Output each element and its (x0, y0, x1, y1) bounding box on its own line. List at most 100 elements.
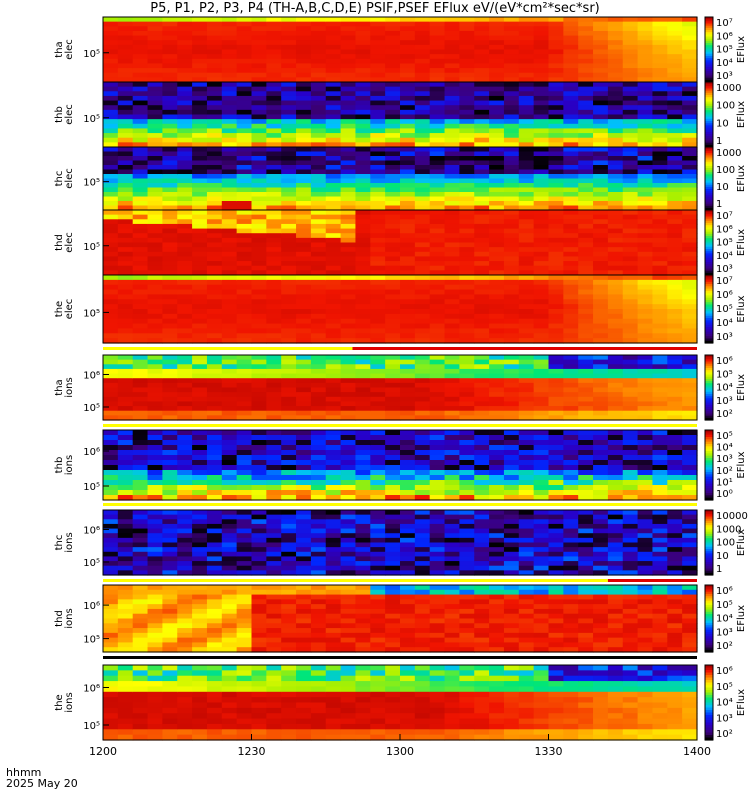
heatmap-cell (429, 105, 446, 111)
heatmap-cell (251, 599, 267, 605)
heatmap-cell (296, 242, 312, 248)
heatmap-cell (177, 523, 193, 530)
heatmap-cell (132, 323, 149, 330)
colorbar-segment (705, 451, 713, 454)
y-axis-label: thc (54, 171, 65, 187)
heatmap-cell (206, 270, 223, 276)
heatmap-cell (340, 17, 357, 23)
heatmap-cell (236, 465, 253, 471)
heatmap-cell (414, 528, 431, 534)
heatmap-cell (400, 44, 416, 51)
heatmap-cell (652, 415, 668, 421)
heatmap-cell (489, 147, 505, 153)
heatmap-cell (385, 142, 401, 148)
heatmap-cell (667, 40, 683, 46)
heatmap-cell (682, 147, 698, 153)
heatmap-cell (563, 192, 579, 198)
heatmap-cell (236, 396, 253, 403)
heatmap-cell (177, 495, 193, 501)
heatmap-cell (548, 86, 564, 92)
heatmap-cell (429, 359, 446, 365)
heatmap-cell (548, 156, 564, 162)
heatmap-cell (444, 26, 460, 32)
heatmap-cell (667, 251, 683, 258)
heatmap-cell (385, 187, 401, 193)
heatmap-cell (370, 465, 386, 471)
heatmap-cell (236, 95, 253, 102)
heatmap-cell (281, 119, 297, 125)
heatmap-cell (162, 318, 178, 325)
heatmap-cell (518, 26, 535, 32)
colorbar-segment (705, 546, 713, 550)
heatmap-cell (459, 289, 475, 296)
heatmap-cell (370, 77, 386, 83)
heatmap-cell (117, 589, 134, 596)
heatmap-cell (177, 359, 193, 365)
heatmap-cell (385, 279, 401, 286)
colorbar-segment (705, 529, 713, 533)
heatmap-cell (236, 128, 253, 134)
heatmap-cell (503, 480, 520, 486)
heatmap-cell (132, 30, 149, 37)
colorbar-segment (705, 131, 713, 135)
heatmap-cell (533, 570, 550, 576)
heatmap-cell (548, 21, 564, 27)
heatmap-cell (667, 455, 683, 461)
heatmap-cell (355, 289, 371, 296)
heatmap-cell (103, 68, 119, 74)
heatmap-cell (236, 237, 253, 244)
heatmap-cell (637, 187, 654, 193)
colorbar-segment (705, 474, 713, 478)
heatmap-cell (103, 637, 119, 644)
heatmap-cell (296, 313, 312, 320)
heatmap-cell (266, 223, 282, 230)
heatmap-cell (370, 430, 386, 436)
heatmap-cell (206, 589, 223, 596)
heatmap-cell (117, 304, 134, 310)
heatmap-cell (578, 109, 594, 116)
heatmap-cell (489, 205, 505, 211)
heatmap-cell (533, 323, 550, 330)
heatmap-cell (117, 251, 134, 258)
heatmap-cell (548, 114, 564, 120)
heatmap-cell (622, 410, 639, 416)
colorbar-segment (705, 394, 713, 397)
heatmap-cell (117, 373, 134, 379)
heatmap-cell (474, 228, 490, 234)
heatmap-cell (325, 178, 342, 184)
heatmap-cell (236, 160, 253, 166)
heatmap-cell (548, 495, 564, 501)
heatmap-cell (310, 256, 327, 262)
heatmap-cell (533, 561, 550, 567)
heatmap-cell (622, 470, 639, 476)
heatmap-cell (533, 192, 550, 198)
heatmap-cell (132, 54, 149, 60)
heatmap-cell (593, 82, 609, 88)
heatmap-cell (206, 373, 223, 379)
heatmap-cell (578, 382, 594, 389)
heatmap-cell (310, 294, 327, 300)
heatmap-cell (325, 373, 342, 379)
y-axis-label: thc (54, 535, 65, 551)
heatmap-cell (281, 359, 297, 365)
heatmap-cell (563, 556, 579, 562)
heatmap-cell (221, 196, 238, 202)
heatmap-cell (296, 373, 312, 379)
heatmap-cell (340, 63, 357, 69)
heatmap-cell (414, 72, 431, 78)
colorbar-axis-label: EFlux (736, 101, 747, 128)
heatmap-cell (325, 63, 342, 69)
heatmap-cell (682, 261, 698, 267)
heatmap-cell (103, 247, 119, 253)
heatmap-cell (103, 72, 119, 78)
heatmap-cell (429, 294, 446, 300)
heatmap-cell (400, 72, 416, 78)
heatmap-cell (667, 44, 683, 51)
heatmap-cell (637, 151, 654, 157)
heatmap-cell (236, 196, 253, 202)
heatmap-cell (652, 192, 668, 198)
heatmap-cell (637, 523, 654, 530)
heatmap-cell (474, 105, 490, 111)
heatmap-cell (103, 40, 119, 46)
heatmap-cell (192, 401, 208, 407)
